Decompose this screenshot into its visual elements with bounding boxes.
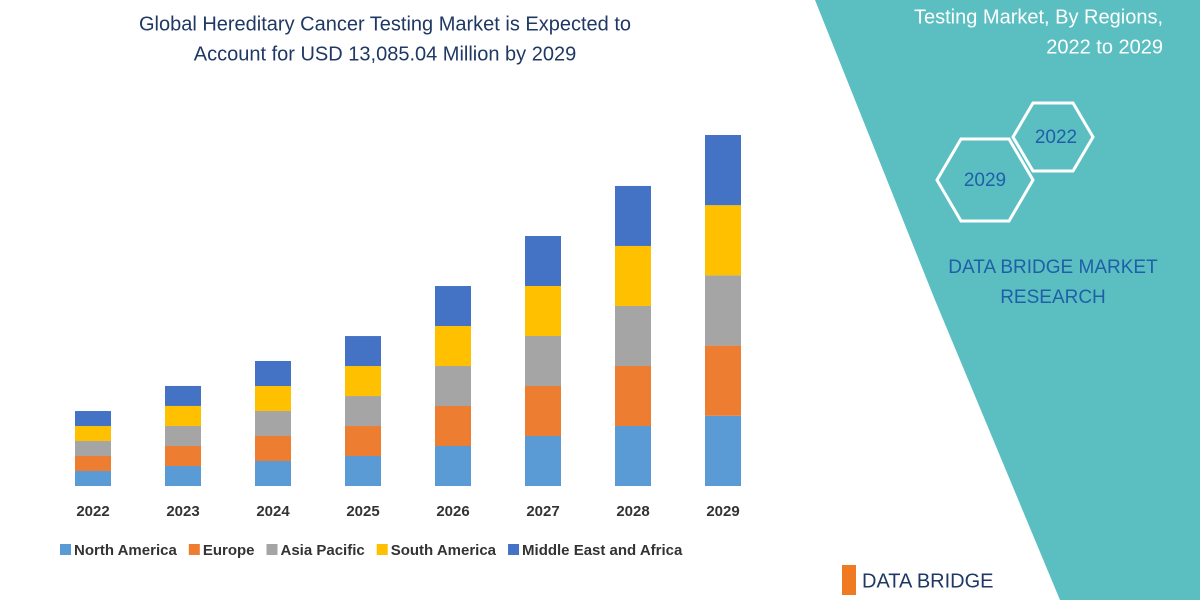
logo-text: DATA BRIDGE (862, 570, 994, 592)
bar-segment (75, 456, 111, 472)
bar-segment (705, 205, 741, 276)
x-tick-label: 2029 (706, 503, 739, 520)
legend-label: Middle East and Africa (522, 542, 683, 559)
bar-segment (75, 426, 111, 442)
hexagon (935, 137, 1035, 223)
x-tick-label: 2028 (616, 503, 649, 520)
bar-segment (705, 135, 741, 206)
legend-swatch (60, 544, 71, 555)
bar-segment (75, 471, 111, 486)
side-title: Testing Market, By Regions, (914, 6, 1163, 28)
chart-title: Account for USD 13,085.04 Million by 202… (194, 43, 576, 65)
legend-label: North America (74, 542, 177, 559)
x-tick-label: 2024 (256, 503, 290, 520)
hexagon-label: 2022 (1035, 127, 1077, 148)
x-tick-label: 2027 (526, 503, 559, 520)
bar-segment (435, 366, 471, 407)
bar-segment (165, 445, 201, 466)
bar-segment (165, 425, 201, 446)
bar-segment (435, 406, 471, 447)
bar-segment (345, 456, 381, 486)
bar-segment (435, 326, 471, 367)
bar-segment (255, 360, 291, 386)
hexagon (1011, 101, 1095, 173)
brand-text: DATA BRIDGE MARKET (948, 257, 1158, 278)
bar-segment (165, 385, 201, 406)
bar-segment (255, 435, 291, 461)
bar-segment (615, 245, 651, 306)
bar-segment (165, 405, 201, 426)
brand-text: RESEARCH (1000, 287, 1106, 308)
bar-segment (435, 286, 471, 327)
bar-segment (255, 460, 291, 486)
bar-segment (525, 385, 561, 436)
bar-segment (165, 465, 201, 486)
bar-segment (75, 441, 111, 457)
legend-label: Europe (203, 542, 255, 559)
bar-segment (435, 446, 471, 486)
x-tick-label: 2023 (166, 503, 199, 520)
legend-swatch (188, 544, 200, 555)
hexagon-label: 2029 (964, 170, 1006, 191)
logo-icon (842, 565, 856, 595)
bar-segment (615, 365, 651, 426)
bar-segment (345, 336, 381, 367)
bar-segment (705, 345, 741, 416)
legend-label: South America (391, 542, 497, 559)
side-title: 2022 to 2029 (1046, 36, 1163, 58)
bar-segment (615, 425, 651, 486)
legend-label: Asia Pacific (281, 542, 365, 559)
bar-segment (525, 335, 561, 386)
bar-segment (255, 410, 291, 436)
bar-segment (615, 305, 651, 366)
bar-segment (705, 415, 741, 486)
side-panel-bg (815, 0, 1200, 600)
bar-segment (705, 275, 741, 346)
bar-segment (525, 235, 561, 286)
x-tick-label: 2026 (436, 503, 469, 520)
bar-segment (525, 435, 561, 486)
x-tick-label: 2025 (346, 503, 379, 520)
x-tick-label: 2022 (76, 503, 109, 520)
bar-segment (615, 185, 651, 246)
bar-segment (525, 285, 561, 336)
legend-swatch (266, 544, 278, 555)
bar-segment (255, 385, 291, 411)
chart-title: Global Hereditary Cancer Testing Market … (139, 13, 631, 35)
legend-swatch (508, 544, 520, 555)
bar-segment (75, 411, 111, 427)
bar-segment (345, 366, 381, 397)
bar-segment (345, 396, 381, 427)
bar-segment (345, 426, 381, 457)
legend-swatch (376, 544, 388, 555)
